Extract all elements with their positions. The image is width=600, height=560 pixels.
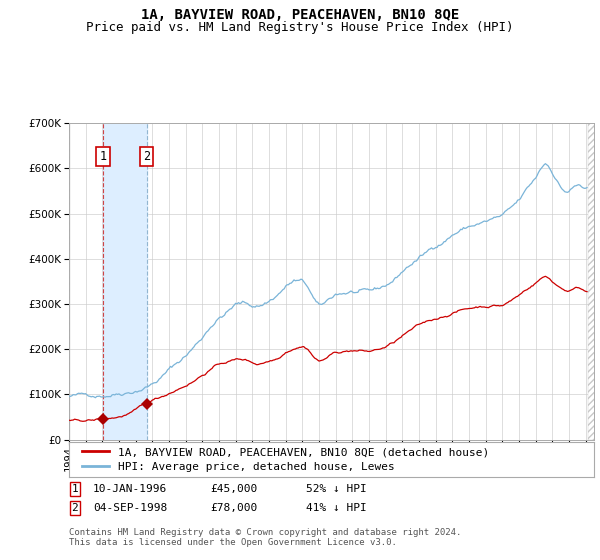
Text: 1: 1	[100, 150, 107, 163]
Text: 1: 1	[71, 484, 79, 494]
Text: Price paid vs. HM Land Registry's House Price Index (HPI): Price paid vs. HM Land Registry's House …	[86, 21, 514, 34]
Text: 52% ↓ HPI: 52% ↓ HPI	[306, 484, 367, 494]
Text: 2: 2	[143, 150, 151, 163]
Text: 2: 2	[71, 503, 79, 513]
Text: £45,000: £45,000	[210, 484, 257, 494]
Text: 04-SEP-1998: 04-SEP-1998	[93, 503, 167, 513]
Text: 41% ↓ HPI: 41% ↓ HPI	[306, 503, 367, 513]
Text: 1A, BAYVIEW ROAD, PEACEHAVEN, BN10 8QE: 1A, BAYVIEW ROAD, PEACEHAVEN, BN10 8QE	[141, 8, 459, 22]
Text: 10-JAN-1996: 10-JAN-1996	[93, 484, 167, 494]
Text: Contains HM Land Registry data © Crown copyright and database right 2024.
This d: Contains HM Land Registry data © Crown c…	[69, 528, 461, 547]
Legend: 1A, BAYVIEW ROAD, PEACEHAVEN, BN10 8QE (detached house), HPI: Average price, det: 1A, BAYVIEW ROAD, PEACEHAVEN, BN10 8QE (…	[77, 443, 494, 476]
Bar	[103, 123, 147, 440]
Text: £78,000: £78,000	[210, 503, 257, 513]
